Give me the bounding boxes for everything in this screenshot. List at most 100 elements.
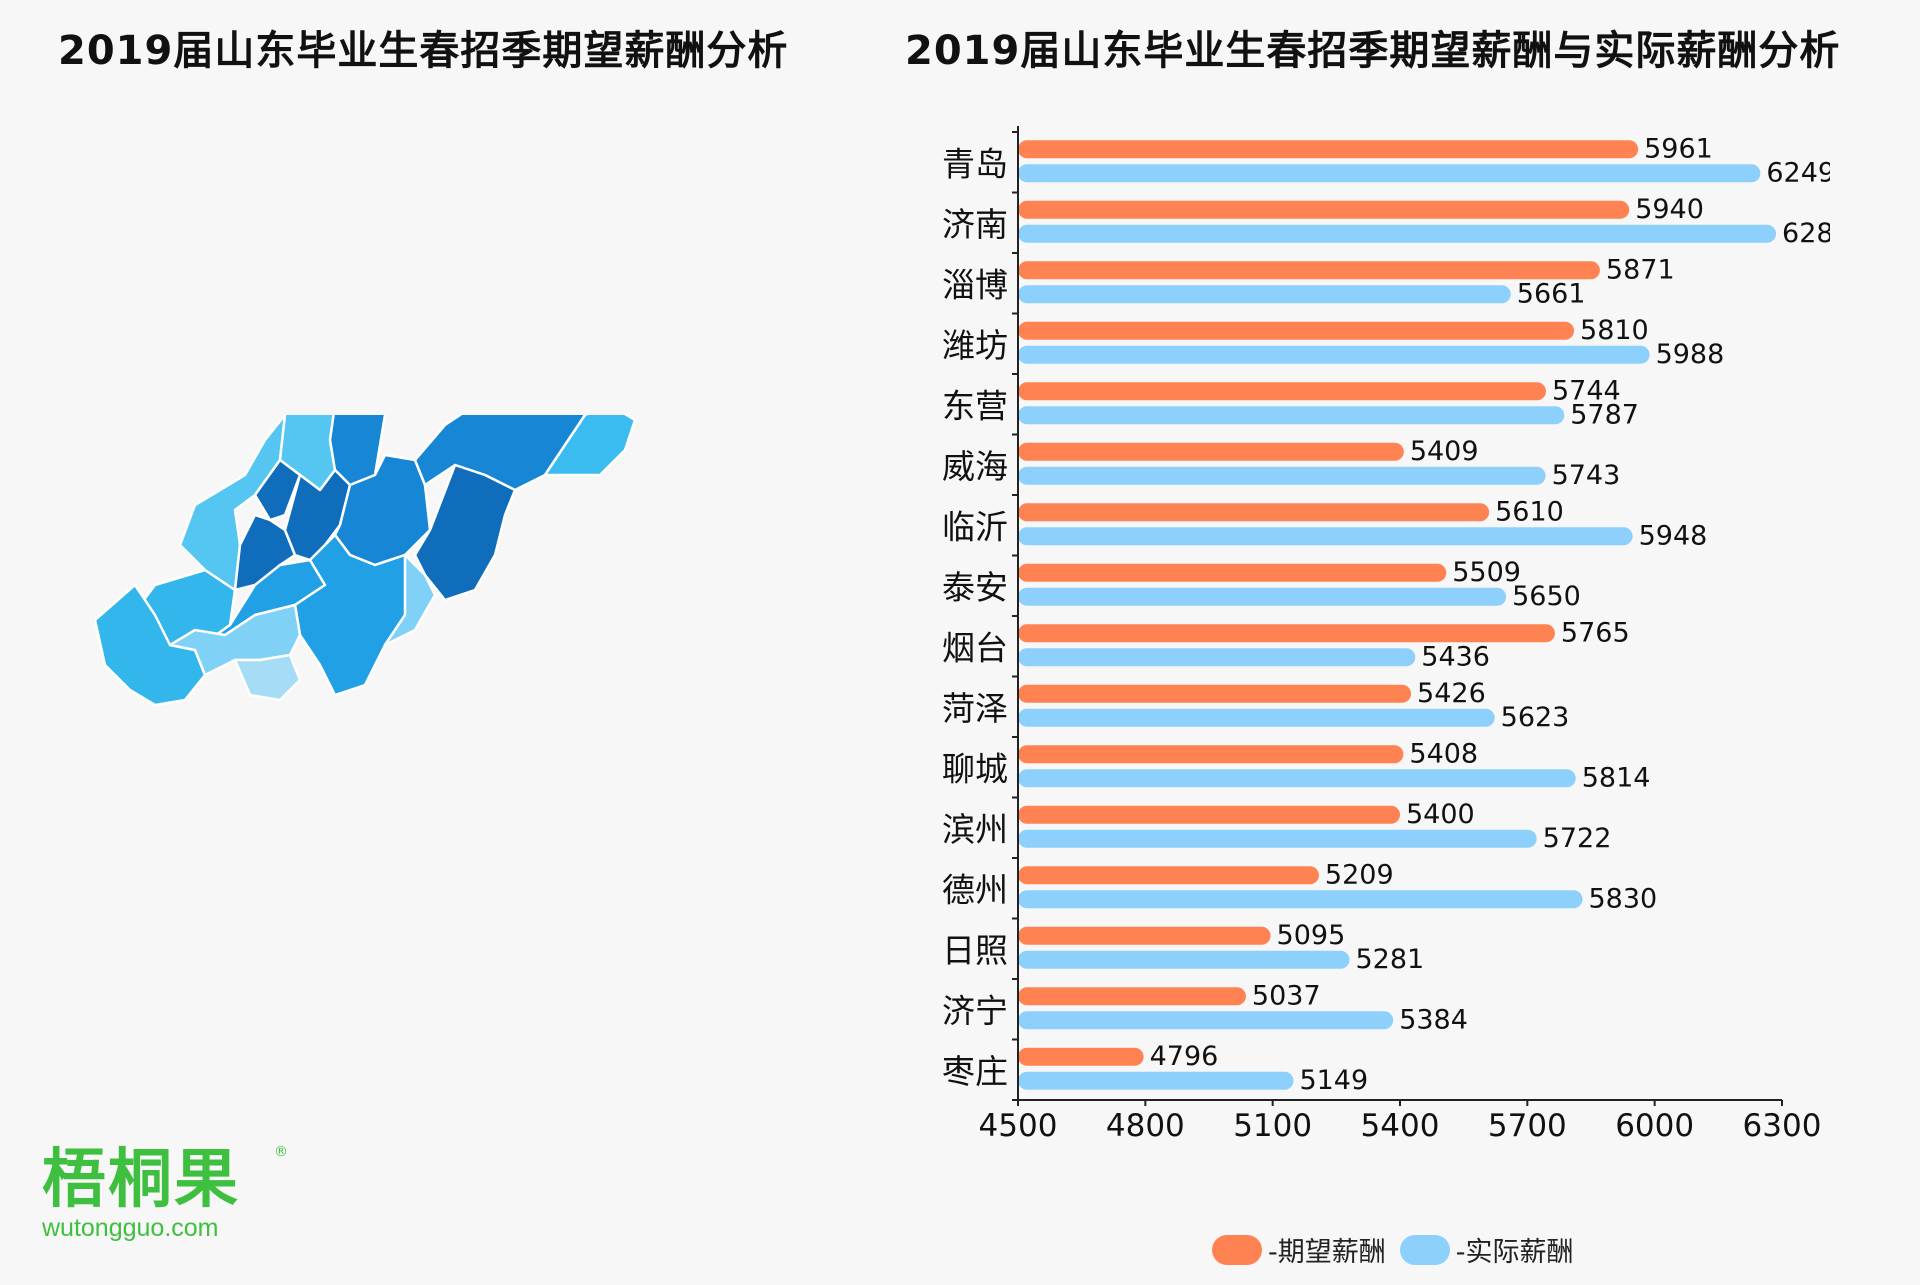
category-label: 青岛 (942, 144, 1008, 183)
x-tick-label: 5100 (1233, 1108, 1312, 1140)
logo-name: 梧桐果 (42, 1143, 240, 1217)
value-label-actual: 5948 (1639, 520, 1708, 551)
value-label-expected: 5509 (1452, 557, 1521, 588)
value-label-actual: 5661 (1517, 278, 1586, 309)
x-tick-label: 5400 (1361, 1108, 1440, 1140)
legend-label-expected: -期望薪酬 (1268, 1237, 1386, 1268)
bar-expected (1018, 442, 1404, 461)
value-label-actual: 5814 (1582, 762, 1651, 793)
value-label-actual: 5149 (1299, 1065, 1368, 1096)
map-region-zibo (283, 468, 352, 562)
bar-expected (1018, 987, 1246, 1006)
bar-expected (1018, 200, 1630, 219)
legend-item-actual: -实际薪酬 (1399, 1230, 1574, 1269)
value-label-expected: 5095 (1277, 920, 1346, 951)
bar-actual (1018, 345, 1650, 364)
brand-logo: 梧桐果 ® wutongguo.com (42, 1143, 288, 1243)
value-label-expected: 4796 (1150, 1041, 1219, 1072)
category-label: 济南 (942, 205, 1008, 244)
bar-expected (1018, 1047, 1144, 1066)
x-tick-label: 6300 (1743, 1108, 1822, 1140)
value-label-actual: 5384 (1399, 1004, 1468, 1035)
value-label-actual: 5830 (1589, 883, 1658, 914)
x-tick-label: 4800 (1106, 1108, 1185, 1140)
value-label-expected: 5037 (1252, 980, 1321, 1011)
bar-expected (1018, 140, 1639, 159)
value-label-expected: 5426 (1417, 678, 1486, 709)
bar-actual (1018, 950, 1350, 969)
value-label-expected: 5871 (1606, 254, 1675, 285)
category-label: 滨州 (942, 810, 1008, 849)
bar-expected (1018, 926, 1271, 945)
value-label-expected: 5765 (1561, 617, 1630, 648)
category-label: 泰安 (942, 568, 1008, 607)
map-region-qingdao (413, 463, 517, 602)
bar-actual (1018, 890, 1583, 909)
x-tick-label: 5700 (1488, 1108, 1567, 1140)
value-label-actual: 5722 (1543, 823, 1612, 854)
value-label-expected: 5940 (1635, 194, 1704, 225)
legend-swatch-actual (1399, 1234, 1450, 1265)
x-tick-label: 6000 (1615, 1108, 1694, 1140)
bar-expected (1018, 745, 1404, 764)
value-label-actual: 6286 (1782, 218, 1830, 249)
category-label: 聊城 (942, 749, 1008, 788)
value-label-actual: 5743 (1552, 460, 1621, 491)
bar-actual (1018, 648, 1416, 667)
value-label-actual: 5988 (1656, 339, 1725, 370)
x-tick-label: 4500 (979, 1108, 1058, 1140)
chart-legend: -期望薪酬 -实际薪酬 (1212, 1230, 1588, 1269)
map-region-rizhao (383, 553, 437, 647)
value-label-expected: 5610 (1495, 496, 1564, 527)
bar-actual (1018, 1011, 1394, 1030)
bar-expected (1018, 261, 1600, 280)
value-label-expected: 5961 (1644, 133, 1713, 164)
bar-actual (1018, 708, 1495, 727)
category-label: 威海 (942, 447, 1008, 486)
bar-actual (1018, 224, 1777, 243)
value-label-expected: 5408 (1409, 738, 1478, 769)
bar-expected (1018, 321, 1575, 340)
registered-mark: ® (274, 1144, 288, 1160)
map-region-linyi (293, 533, 417, 697)
category-label: 济宁 (942, 991, 1008, 1030)
value-label-expected: 5409 (1410, 436, 1479, 467)
bar-expected (1018, 503, 1490, 522)
logo-url: wutongguo.com (42, 1214, 219, 1242)
map-region-jinan (233, 458, 302, 592)
category-label: 枣庄 (942, 1052, 1008, 1091)
bar-actual (1018, 829, 1537, 848)
category-label: 烟台 (942, 628, 1008, 667)
category-label: 东营 (942, 386, 1008, 425)
value-label-expected: 5400 (1406, 799, 1475, 830)
category-label: 菏泽 (942, 689, 1008, 728)
bar-expected (1018, 563, 1447, 582)
bar-expected (1018, 866, 1319, 885)
bar-actual (1018, 285, 1511, 304)
bar-actual (1018, 587, 1507, 606)
category-label: 潍坊 (942, 326, 1008, 365)
bar-expected (1018, 805, 1400, 824)
legend-swatch-expected (1212, 1234, 1262, 1265)
bar-actual (1018, 1071, 1294, 1090)
legend-item-expected: -期望薪酬 (1212, 1230, 1386, 1269)
value-label-actual: 5436 (1421, 641, 1490, 672)
category-label: 临沂 (942, 507, 1008, 546)
shandong-map (93, 313, 795, 885)
category-label: 淄博 (942, 265, 1008, 304)
bar-actual (1018, 527, 1633, 546)
category-label: 日照 (942, 931, 1008, 970)
value-label-actual: 6249 (1766, 157, 1830, 188)
map-region-weifang (333, 453, 432, 567)
bar-actual (1018, 769, 1576, 788)
bar-expected (1018, 684, 1412, 703)
value-label-actual: 5650 (1512, 581, 1581, 612)
value-label-expected: 5810 (1580, 315, 1649, 346)
bar-actual (1018, 466, 1546, 485)
legend-label-actual: -实际薪酬 (1455, 1237, 1574, 1268)
right-chart-title: 2019届山东毕业生春招季期望薪酬与实际薪酬分析 (905, 28, 1841, 74)
value-label-expected: 5744 (1552, 375, 1621, 406)
value-label-actual: 5787 (1570, 399, 1639, 430)
